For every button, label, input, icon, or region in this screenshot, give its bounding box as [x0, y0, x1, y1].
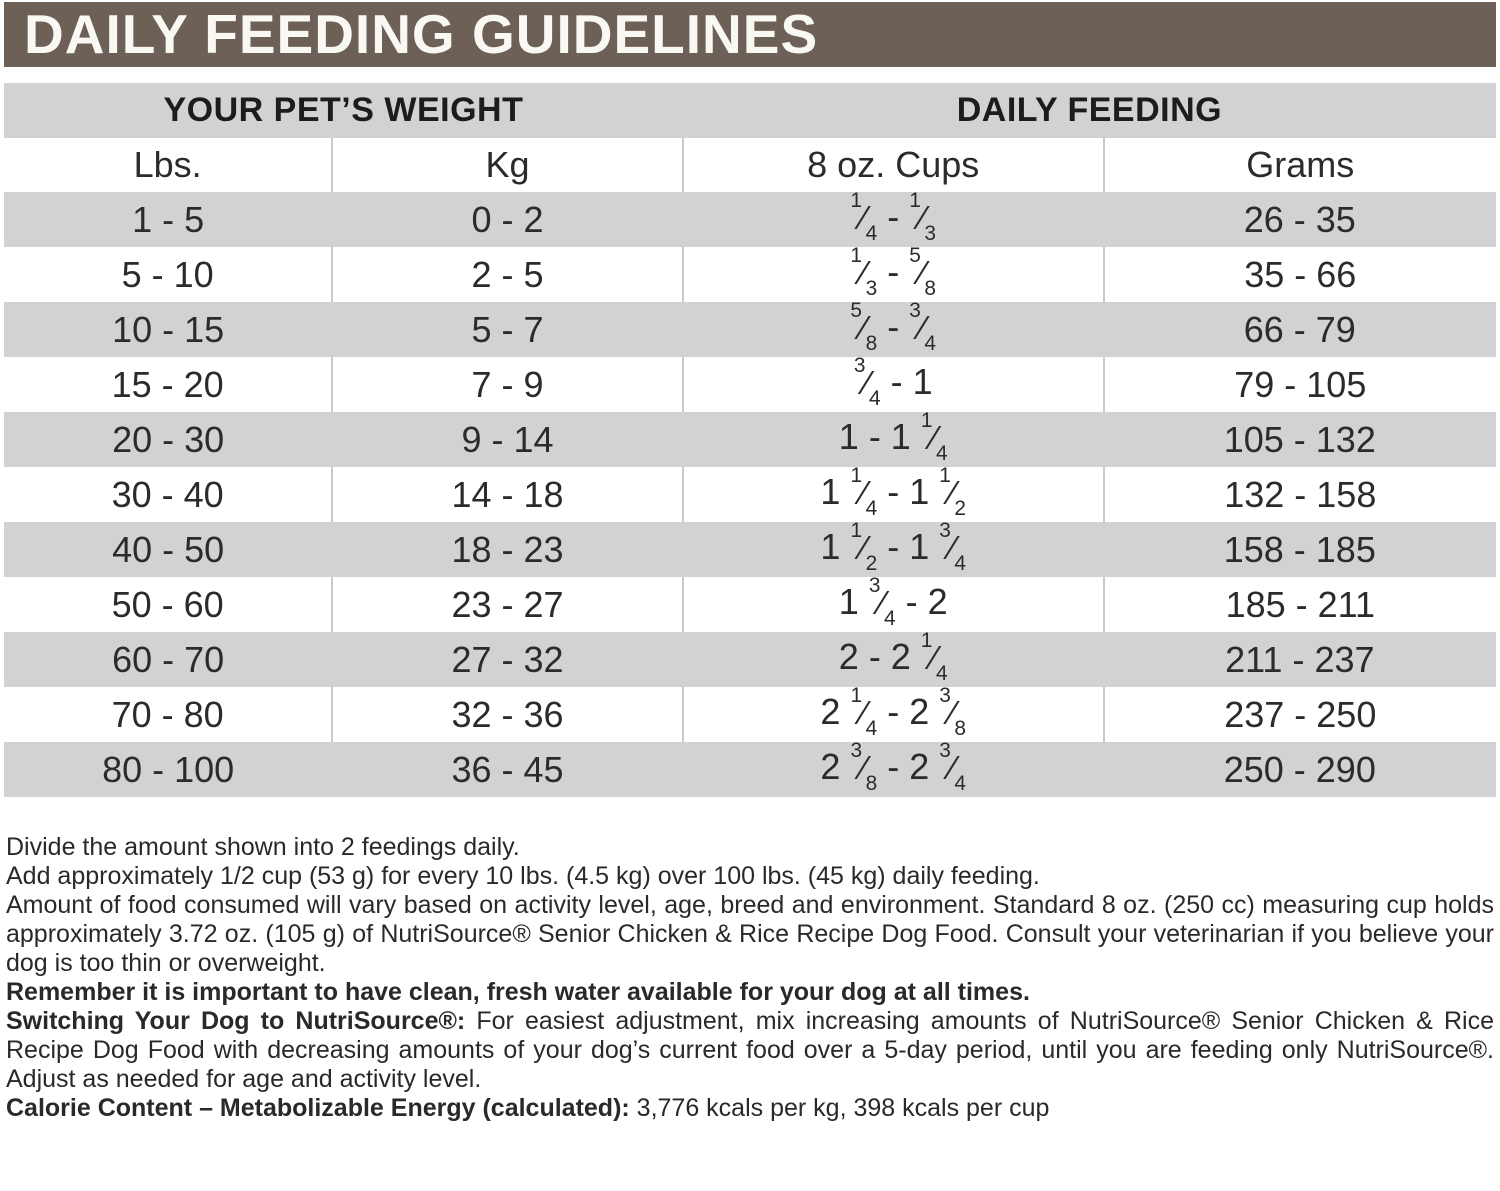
cell-lbs: 30 - 40	[4, 467, 333, 522]
cell-cups: 1⁄3 - 5⁄8	[681, 244, 1104, 302]
switching-lead: Switching Your Dog to NutriSource®:	[6, 1007, 466, 1035]
cell-cups: 2 - 2 1⁄4	[682, 629, 1104, 687]
group-header-daily-feeding: DAILY FEEDING	[682, 83, 1496, 138]
cell-lbs: 60 - 70	[4, 632, 333, 687]
cell-cups: 1⁄4 - 1⁄3	[682, 189, 1104, 247]
calorie-lead: Calorie Content – Metabolizable Energy (…	[6, 1094, 630, 1122]
cell-lbs: 50 - 60	[4, 577, 333, 632]
column-header-cups: 8 oz. Cups	[681, 138, 1104, 192]
cell-cups: 1 1⁄4 - 1 1⁄2	[681, 464, 1104, 522]
cell-grams: 79 - 105	[1102, 357, 1496, 412]
notes-section: Divide the amount shown into 2 feedings …	[4, 833, 1496, 1123]
cell-lbs: 70 - 80	[4, 687, 333, 742]
column-header-lbs: Lbs.	[4, 138, 333, 192]
title-bar: DAILY FEEDING GUIDELINES	[4, 2, 1496, 67]
cell-kg: 23 - 27	[331, 577, 683, 632]
note-add-line: Add approximately 1/2 cup (53 g) for eve…	[6, 862, 1040, 890]
page: DAILY FEEDING GUIDELINES YOUR PET’S WEIG…	[4, 2, 1496, 1123]
cell-grams: 105 - 132	[1103, 412, 1496, 467]
table-row: 80 - 100 36 - 45 2 3⁄8 - 2 3⁄4 250 - 290	[4, 739, 1496, 797]
cell-cups: 5⁄8 - 3⁄4	[682, 299, 1104, 357]
cell-lbs: 40 - 50	[4, 522, 333, 577]
cell-kg: 0 - 2	[332, 192, 683, 247]
table-row: 40 - 50 18 - 23 1 1⁄2 - 1 3⁄4 158 - 185	[4, 519, 1496, 577]
column-header-grams: Grams	[1102, 138, 1496, 192]
cell-grams: 211 - 237	[1103, 632, 1496, 687]
feeding-table: YOUR PET’S WEIGHT DAILY FEEDING Lbs. Kg …	[4, 83, 1496, 797]
group-header-pet-weight: YOUR PET’S WEIGHT	[4, 83, 683, 138]
table-row: 60 - 70 27 - 32 2 - 2 1⁄4 211 - 237	[4, 629, 1496, 687]
cell-cups: 2 3⁄8 - 2 3⁄4	[682, 739, 1104, 797]
cell-kg: 36 - 45	[332, 742, 683, 797]
cell-grams: 66 - 79	[1103, 302, 1496, 357]
cell-lbs: 80 - 100	[4, 742, 333, 797]
table-row: 30 - 40 14 - 18 1 1⁄4 - 1 1⁄2 132 - 158	[4, 464, 1496, 522]
table-row: 10 - 15 5 - 7 5⁄8 - 3⁄4 66 - 79	[4, 299, 1496, 357]
calorie-paragraph: Calorie Content – Metabolizable Energy (…	[6, 1094, 1494, 1123]
table-row: 15 - 20 7 - 9 3⁄4 - 1 79 - 105	[4, 354, 1496, 412]
column-header-kg: Kg	[331, 138, 683, 192]
calorie-body: 3,776 kcals per kg, 398 kcals per cup	[629, 1094, 1050, 1122]
page-title: DAILY FEEDING GUIDELINES	[24, 3, 819, 65]
note-water-line: Remember it is important to have clean, …	[6, 978, 1030, 1006]
cell-kg: 27 - 32	[332, 632, 683, 687]
cell-kg: 9 - 14	[332, 412, 683, 467]
cell-lbs: 20 - 30	[4, 412, 333, 467]
cell-grams: 35 - 66	[1102, 247, 1496, 302]
cell-grams: 250 - 290	[1103, 742, 1496, 797]
cell-kg: 5 - 7	[332, 302, 683, 357]
cell-grams: 185 - 211	[1102, 577, 1496, 632]
table-group-header-row: YOUR PET’S WEIGHT DAILY FEEDING	[4, 83, 1496, 138]
cell-cups: 3⁄4 - 1	[681, 354, 1104, 412]
cell-kg: 2 - 5	[331, 247, 683, 302]
cell-kg: 7 - 9	[331, 357, 683, 412]
cell-cups: 2 1⁄4 - 2 3⁄8	[681, 684, 1104, 742]
cell-lbs: 15 - 20	[4, 357, 333, 412]
cell-lbs: 5 - 10	[4, 247, 333, 302]
cell-lbs: 1 - 5	[4, 192, 333, 247]
cell-kg: 14 - 18	[331, 467, 683, 522]
switching-body: For easiest adjustment, mix increasing a…	[6, 1007, 1494, 1093]
cell-grams: 237 - 250	[1102, 687, 1496, 742]
cell-cups: 1 1⁄2 - 1 3⁄4	[682, 519, 1104, 577]
cell-grams: 158 - 185	[1103, 522, 1496, 577]
table-column-header-row: Lbs. Kg 8 oz. Cups Grams	[4, 138, 1496, 192]
note-amount-line: Amount of food consumed will vary based …	[6, 891, 1494, 977]
switching-paragraph: Switching Your Dog to NutriSource®: For …	[6, 1007, 1494, 1094]
cell-grams: 132 - 158	[1102, 467, 1496, 522]
table-row: 70 - 80 32 - 36 2 1⁄4 - 2 3⁄8 237 - 250	[4, 684, 1496, 742]
cell-cups: 1 3⁄4 - 2	[681, 574, 1104, 632]
cell-grams: 26 - 35	[1103, 192, 1496, 247]
table-row: 50 - 60 23 - 27 1 3⁄4 - 2 185 - 211	[4, 574, 1496, 632]
table-row: 20 - 30 9 - 14 1 - 1 1⁄4 105 - 132	[4, 409, 1496, 467]
cell-cups: 1 - 1 1⁄4	[682, 409, 1104, 467]
table-row: 5 - 10 2 - 5 1⁄3 - 5⁄8 35 - 66	[4, 244, 1496, 302]
cell-lbs: 10 - 15	[4, 302, 333, 357]
note-divide-line: Divide the amount shown into 2 feedings …	[6, 833, 520, 861]
cell-kg: 18 - 23	[332, 522, 683, 577]
cell-kg: 32 - 36	[331, 687, 683, 742]
